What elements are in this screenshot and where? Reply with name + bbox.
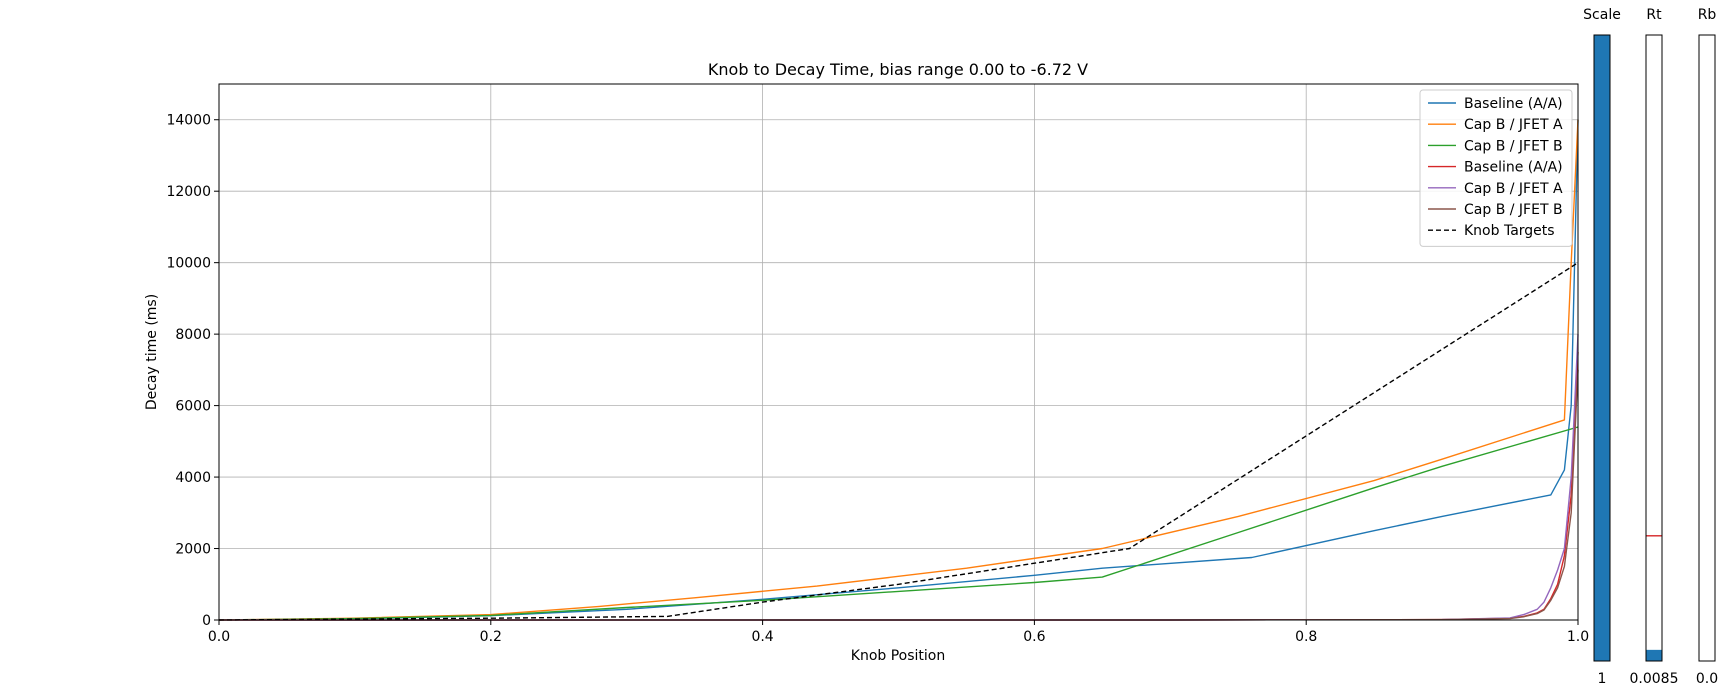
legend-label: Cap B / JFET A (1464, 117, 1563, 133)
y-tick-label: 12000 (166, 184, 211, 200)
side-bar-label: Rb (1698, 7, 1717, 23)
y-axis-label: Decay time (ms) (144, 294, 160, 410)
x-tick-label: 0.6 (1023, 629, 1045, 645)
side-bar-value: 0.0085 (1630, 671, 1679, 687)
x-tick-label: 0.0 (208, 629, 230, 645)
legend: Baseline (A/A) Cap B / JFET A Cap B / JFET… (1419, 89, 1573, 247)
series-line-1 (218, 119, 1579, 621)
y-tick-label: 0 (202, 613, 211, 629)
side-bar-value: 1 (1598, 671, 1607, 687)
series-line-6 (219, 369, 1579, 621)
side-bar-label: Rt (1646, 7, 1662, 23)
x-axis-label: Knob Position (851, 648, 945, 664)
legend-label: Baseline (A/A) (1464, 160, 1563, 176)
side-bar-frame (1645, 34, 1663, 662)
plot-frame (218, 83, 1579, 621)
chart-title: Knob to Decay Time, bias range 0.00 to -… (708, 60, 1088, 79)
series-layer (218, 119, 1579, 621)
legend-label: Cap B / JFET B (1464, 202, 1563, 218)
series-line-3 (218, 426, 1579, 621)
x-tick-label: 1.0 (1567, 629, 1589, 645)
side-bar-label: Scale (1583, 7, 1621, 23)
legend-label: Knob Targets (1464, 223, 1555, 239)
series-line-4 (219, 351, 1579, 621)
legend-label: Cap B / JFET B (1464, 138, 1563, 154)
side-bars: Scale 1 Rt 0.0085 Rb 0.0 (1583, 7, 1718, 687)
side-bar-fill (1646, 649, 1662, 661)
x-tick-label: 0.8 (1295, 629, 1317, 645)
y-tick-label: 2000 (175, 542, 211, 558)
x-tick-label: 0.2 (480, 629, 502, 645)
grid-layer (218, 84, 1579, 621)
legend-label: Baseline (A/A) (1464, 96, 1563, 112)
y-tick-label: 8000 (175, 327, 211, 343)
x-axis: 0.0 0.2 0.4 0.6 0.8 1.0 (208, 620, 1589, 645)
y-tick-label: 4000 (175, 470, 211, 486)
side-bar-value: 0.0 (1696, 671, 1718, 687)
x-tick-label: 0.4 (751, 629, 773, 645)
series-line-2 (218, 119, 1579, 621)
y-tick-label: 10000 (166, 256, 211, 272)
y-tick-label: 14000 (166, 113, 211, 129)
y-tick-label: 6000 (175, 399, 211, 415)
side-bar-frame (1698, 34, 1716, 662)
legend-label: Cap B / JFET A (1464, 181, 1563, 197)
side-bar-frame (1593, 34, 1611, 662)
legend-box (1419, 89, 1573, 247)
y-axis: 0 2000 4000 6000 8000 10000 12000 14000 (166, 113, 219, 629)
side-bar-fill (1594, 35, 1610, 661)
series-line-7 (218, 262, 1579, 621)
